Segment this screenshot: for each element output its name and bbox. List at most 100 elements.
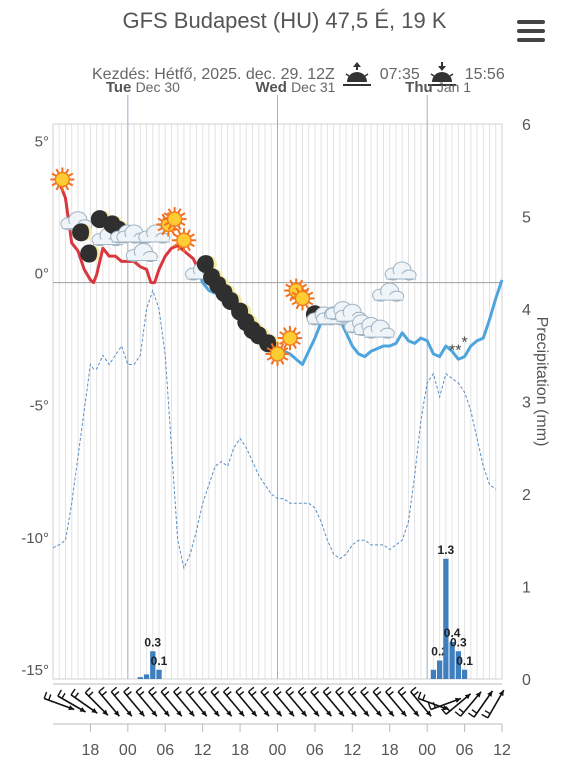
wind-barb-icon: [372, 686, 395, 717]
hamburger-menu-icon[interactable]: [517, 20, 545, 42]
wind-feather: [413, 691, 419, 696]
wind-feather: [410, 686, 417, 693]
start-time-label: Kezdés: Hétfő, 2025. dec. 29. 12Z: [92, 66, 335, 83]
sun-ray: [298, 279, 304, 285]
wind-barb-icon: [260, 686, 283, 717]
wind-barb-icon: [385, 686, 407, 717]
wind-barb-icon: [427, 697, 462, 711]
sun-ray: [283, 327, 288, 333]
sun-ray: [266, 347, 272, 352]
wind-arrowhead: [487, 690, 493, 697]
wind-barb-icon: [335, 686, 357, 717]
wind-barb-icon: [247, 686, 270, 717]
precip-bar-label: 0.1: [151, 654, 168, 668]
sun-ray: [295, 303, 300, 310]
wind-feather: [43, 691, 48, 699]
wind-feather: [248, 686, 255, 693]
wind-barb-icon: [347, 686, 370, 717]
sun-ray: [189, 233, 195, 238]
sun-ray: [295, 331, 301, 336]
sun-ray: [167, 208, 172, 214]
wind-feather: [335, 686, 342, 693]
wind-barb-icon: [173, 686, 195, 717]
sun-ray: [270, 343, 275, 349]
cloud-base: [128, 255, 157, 261]
wind-feather: [445, 706, 451, 712]
wind-feather: [48, 694, 52, 701]
wind-feather: [297, 686, 305, 693]
precip-bar-label: 1.3: [438, 543, 455, 557]
wind-feather: [285, 686, 292, 693]
wind-barb-icon: [410, 686, 432, 717]
wind-feather: [325, 691, 332, 696]
temp-tick-label: -10°: [21, 530, 49, 547]
precip-bar: [156, 669, 162, 679]
snow-icon: *: [449, 342, 455, 359]
precip-tick-label: 6: [522, 117, 531, 134]
sun-ray: [51, 172, 57, 177]
wind-feather: [288, 691, 295, 696]
sun-ray: [295, 287, 300, 293]
wind-feather: [61, 692, 66, 699]
wind-feather: [484, 710, 491, 715]
sun-ray: [266, 356, 272, 361]
precip-tick-label: 3: [522, 395, 531, 412]
wind-arrowhead: [138, 710, 145, 717]
sun-ray: [177, 224, 182, 231]
sunrise-icon: [343, 62, 372, 86]
sun-ray: [292, 327, 297, 333]
wind-barb-icon: [454, 691, 482, 717]
wind-arrowhead: [126, 710, 132, 717]
wind-feather: [70, 688, 76, 696]
sun-ray: [64, 185, 70, 191]
moon-crescent: [207, 255, 217, 274]
precip-tick-label: 2: [522, 487, 531, 504]
wind-arrowhead: [350, 710, 357, 717]
wind-feather: [101, 691, 107, 696]
wind-barb-icon: [397, 686, 420, 717]
wind-feather: [481, 713, 489, 719]
wind-feather: [375, 691, 382, 696]
wind-feather: [213, 691, 220, 696]
sunrise-time: 07:35: [379, 66, 420, 83]
sun-ray: [177, 245, 182, 252]
wind-feather: [454, 711, 461, 717]
wind-feather: [138, 691, 145, 696]
wind-feather: [338, 691, 344, 696]
sun-ray: [289, 279, 294, 285]
wind-feather: [322, 686, 330, 693]
wind-barb-icon: [185, 686, 208, 717]
wind-arrowhead: [91, 707, 98, 714]
wind-barb-icon: [222, 686, 245, 717]
x-tick-label: 06: [306, 742, 324, 759]
wind-arrowhead: [113, 710, 120, 717]
cloud-base: [94, 239, 123, 245]
sun-icon: [50, 167, 75, 192]
wind-feather: [422, 694, 426, 701]
sun-icon: [290, 286, 315, 311]
sun-ray: [173, 233, 179, 238]
cloud-icon: [125, 243, 158, 262]
weather-icons: * * *: [50, 167, 468, 366]
precipitation-bars: 0.30.10.21.30.40.30.1: [137, 543, 473, 679]
wind-feather: [113, 691, 120, 696]
x-tick-label: 00: [119, 742, 137, 759]
sun-ray: [291, 291, 297, 296]
wind-barb-icon: [481, 689, 505, 719]
sun-ray: [167, 224, 172, 231]
cloud-base: [118, 237, 147, 242]
sun-disc: [269, 346, 286, 362]
wind-feather: [148, 686, 155, 693]
wind-barb-icon: [297, 686, 320, 717]
wind-arrowhead: [375, 710, 382, 717]
wind-feather: [160, 686, 168, 693]
wind-feather: [88, 691, 94, 697]
sun-ray: [270, 359, 275, 365]
sun-ray: [161, 229, 166, 236]
wind-arrowhead: [79, 707, 86, 712]
wind-feather: [263, 691, 270, 696]
sun-ray: [173, 242, 179, 248]
sun-ray: [291, 301, 297, 306]
sun-ray: [180, 221, 186, 227]
sun-ray: [283, 347, 289, 352]
